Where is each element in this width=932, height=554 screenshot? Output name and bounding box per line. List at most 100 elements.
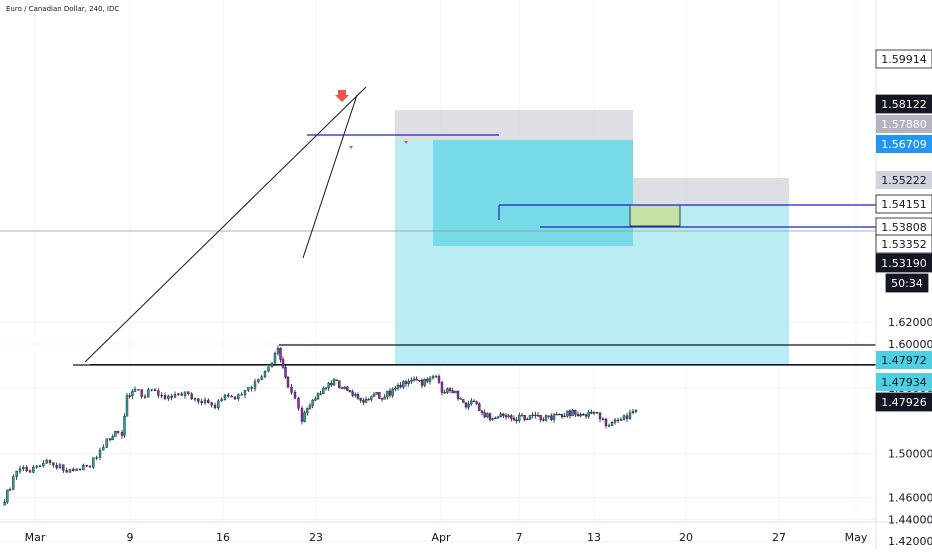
candle [52, 462, 55, 466]
price-label: 1.47926 [881, 396, 927, 409]
candle [446, 388, 449, 393]
candle [470, 400, 473, 405]
candle [480, 410, 484, 413]
candle [370, 396, 373, 400]
candle [303, 412, 306, 422]
candle [116, 430, 120, 433]
candle [324, 387, 328, 389]
candle [488, 413, 492, 420]
price-label: 1.54151 [881, 198, 927, 211]
candle [131, 391, 134, 397]
candle [276, 348, 280, 354]
price-label: 1.53190 [881, 257, 927, 270]
candle [223, 394, 227, 400]
candle [601, 418, 605, 420]
price-label: 1.59914 [881, 53, 927, 66]
candle [362, 400, 365, 403]
candle [407, 381, 410, 384]
candle [547, 415, 550, 417]
price-label-box [875, 253, 932, 273]
price-label: 1.53352 [881, 238, 927, 251]
candle [45, 460, 48, 464]
candle [18, 468, 22, 472]
candle [48, 460, 52, 463]
candle [150, 389, 153, 391]
candle [105, 438, 108, 448]
candle [125, 395, 129, 417]
candle [563, 415, 566, 418]
candle [388, 390, 392, 396]
candle [359, 398, 362, 401]
candle [625, 415, 629, 419]
candle [213, 404, 217, 409]
candle [200, 401, 203, 404]
x-tick-label: 7 [516, 531, 523, 544]
candle [443, 392, 446, 394]
candle [420, 379, 424, 386]
candle [402, 381, 405, 388]
candle [306, 408, 309, 414]
candle [486, 413, 489, 418]
candle [338, 380, 341, 388]
price-label-box [875, 194, 932, 214]
candle [544, 415, 548, 421]
candle [58, 464, 62, 468]
candle [12, 476, 15, 490]
x-tick-label: 16 [216, 531, 230, 544]
candle [607, 425, 611, 427]
candle [260, 376, 263, 380]
candle [426, 378, 429, 382]
candle [270, 362, 274, 367]
price-label: 1.55222 [881, 174, 927, 187]
price-label: 1.47934 [881, 376, 927, 389]
candle [153, 389, 157, 391]
candle [38, 465, 42, 467]
candle [472, 400, 476, 403]
candle [35, 465, 38, 468]
candle [598, 412, 602, 420]
x-tick-label: May [845, 531, 868, 544]
candle [396, 384, 400, 389]
candle [423, 378, 426, 386]
candle [332, 379, 336, 386]
x-tick-label: Mar [25, 531, 46, 544]
candle [534, 414, 537, 416]
candle [348, 390, 352, 393]
x-tick-label: 23 [309, 531, 323, 544]
candle [582, 414, 585, 416]
candle [566, 410, 569, 417]
candle [558, 413, 561, 416]
candle [502, 413, 505, 416]
candle [111, 436, 114, 441]
candle [190, 393, 193, 399]
candle [123, 416, 126, 436]
price-label: 1.47972 [881, 354, 927, 367]
candle [114, 430, 117, 437]
candle [378, 392, 381, 399]
candle [167, 395, 170, 399]
candle [483, 412, 486, 418]
candle [394, 388, 397, 390]
candle [399, 384, 402, 388]
candle [595, 412, 599, 414]
x-tick-label: 27 [772, 531, 786, 544]
candle [619, 419, 623, 421]
candle [568, 410, 572, 416]
candle [555, 413, 558, 416]
candle [55, 464, 58, 468]
candle [464, 402, 468, 408]
x-tick-label: 13 [587, 531, 601, 544]
candle [610, 422, 614, 426]
candle [391, 388, 394, 396]
candle [157, 390, 160, 396]
candle [247, 387, 250, 391]
candle [628, 412, 632, 419]
price-label-box [876, 171, 932, 189]
y-tick-label: 1.46000 [888, 491, 932, 504]
candle [322, 387, 325, 394]
candle [616, 419, 620, 421]
candle [217, 400, 220, 409]
price-label: 50:34 [891, 277, 923, 290]
